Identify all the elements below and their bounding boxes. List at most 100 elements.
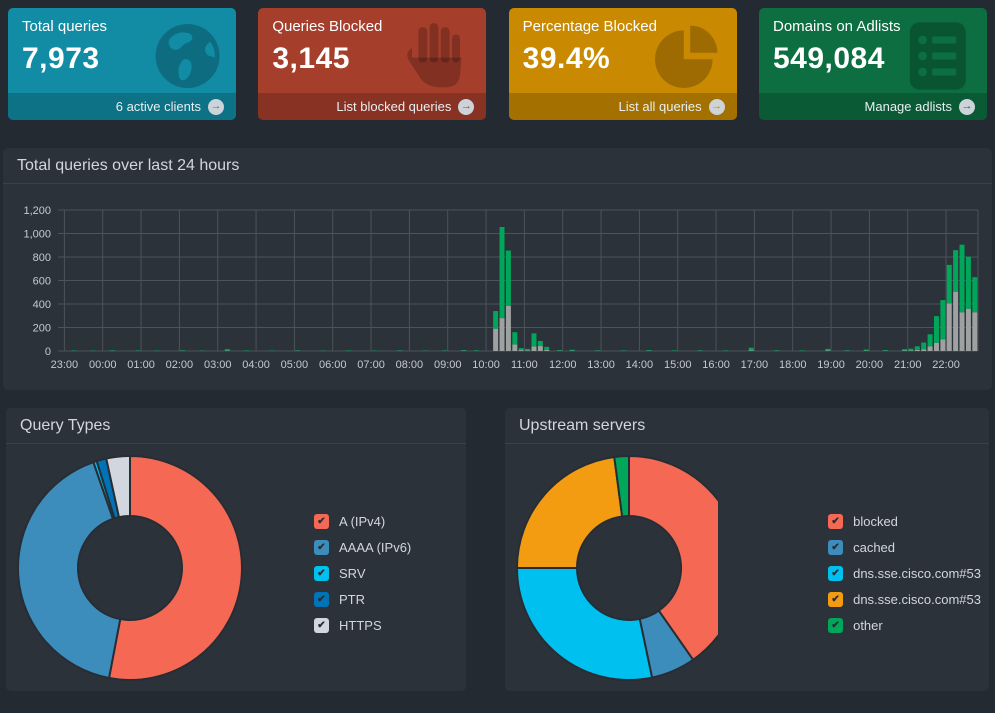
pie-chart-icon [654, 25, 718, 88]
legend-label: dns.sse.cisco.com#53 [853, 592, 981, 607]
svg-text:15:00: 15:00 [664, 359, 692, 371]
legend-item[interactable]: ✔ dns.sse.cisco.com#53 [828, 592, 981, 607]
card-body: Queries Blocked 3,145 [258, 8, 486, 76]
footer-label: List all queries [618, 99, 702, 114]
hand-icon [407, 23, 462, 88]
panel-title: Total queries over last 24 hours [3, 148, 992, 184]
svg-text:00:00: 00:00 [89, 359, 117, 371]
footer-label: 6 active clients [115, 99, 201, 114]
panel-title: Query Types [6, 408, 466, 444]
svg-text:12:00: 12:00 [549, 359, 577, 371]
query-types-donut-chart[interactable] [14, 452, 246, 684]
svg-text:22:00: 22:00 [932, 359, 960, 371]
legend-label: other [853, 618, 883, 633]
legend-item[interactable]: ✔ A (IPv4) [314, 514, 411, 529]
checkmark-icon[interactable]: ✔ [314, 566, 329, 581]
queries-over-time-panel: Total queries over last 24 hours 1,200 1,… [3, 148, 992, 390]
legend-item[interactable]: ✔ cached [828, 540, 981, 555]
checkmark-icon[interactable]: ✔ [828, 514, 844, 529]
card-total-queries: Total queries 7,973 6 active clients → [8, 8, 236, 120]
legend-label: dns.sse.cisco.com#53 [853, 566, 981, 581]
legend-item[interactable]: ✔ SRV [314, 566, 411, 581]
arrow-circle-right-icon: → [708, 98, 725, 115]
queries-over-time-chart[interactable]: 1,200 1,000 800 600 400 200 023:00 00:00 01:00 02… [12, 190, 983, 378]
svg-text:01:00: 01:00 [127, 359, 155, 371]
query-types-panel: Query Types ✔ A (IPv4) ✔ AAAA (IPv6) ✔ S… [6, 408, 466, 691]
svg-text:13:00: 13:00 [587, 359, 615, 371]
blocked-queries-link[interactable]: List blocked queries → [258, 93, 487, 120]
panel-body: ✔ blocked ✔ cached ✔ dns.sse.cisco.com#5… [505, 444, 989, 692]
svg-text:03:00: 03:00 [204, 359, 232, 371]
panel-body: 1,200 1,000 800 600 400 200 0 23:00 00:00 01:00 02… [3, 184, 992, 383]
legend-label: PTR [339, 592, 365, 607]
svg-text:1,200: 1,200 [23, 205, 51, 217]
card-title: Domains on Adlists [772, 18, 901, 35]
upstream-servers-donut-chart[interactable] [513, 452, 719, 684]
svg-text:1,000: 1,000 [23, 229, 51, 241]
checkmark-icon[interactable]: ✔ [314, 514, 329, 529]
svg-text:16:00: 16:00 [702, 359, 730, 371]
checkmark-icon[interactable]: ✔ [828, 592, 844, 607]
legend-label: cached [853, 540, 896, 555]
legend-item[interactable]: ✔ blocked [828, 514, 981, 529]
svg-text:21:00: 21:00 [894, 359, 922, 371]
checkmark-icon[interactable]: ✔ [314, 592, 329, 607]
active-clients-link[interactable]: 6 active clients → [8, 93, 236, 120]
svg-text:200: 200 [33, 323, 51, 335]
svg-text:23:00: 23:00 [51, 359, 79, 371]
checkmark-icon[interactable]: ✔ [828, 540, 844, 555]
checkmark-icon[interactable]: ✔ [314, 540, 329, 555]
svg-text:09:00: 09:00 [434, 359, 462, 371]
card-body: Total queries 7,973 [8, 8, 236, 76]
query-types-legend: ✔ A (IPv4) ✔ AAAA (IPv6) ✔ SRV ✔ PTR ✔ H… [314, 514, 411, 684]
svg-text:08:00: 08:00 [396, 359, 424, 371]
footer-label: List blocked queries [336, 99, 452, 114]
card-value: 39.4% [522, 42, 611, 75]
svg-text:11:00: 11:00 [511, 359, 538, 371]
upstream-servers-legend: ✔ blocked ✔ cached ✔ dns.sse.cisco.com#5… [828, 514, 981, 684]
card-value: 3,145 [272, 42, 350, 75]
card-percentage-blocked: Percentage Blocked 39.4% List all querie… [508, 8, 737, 120]
card-value: 549,084 [772, 42, 885, 75]
upstream-servers-panel: Upstream servers ✔ blocked ✔ cached ✔ dn… [505, 408, 989, 691]
bottom-panels-row: Query Types ✔ A (IPv4) ✔ AAAA (IPv6) ✔ S… [3, 408, 992, 691]
svg-text:600: 600 [33, 276, 51, 288]
checkmark-icon[interactable]: ✔ [828, 618, 844, 633]
card-title: Percentage Blocked [522, 18, 657, 35]
legend-item[interactable]: ✔ other [828, 618, 981, 633]
svg-text:19:00: 19:00 [817, 359, 845, 371]
legend-label: A (IPv4) [339, 514, 386, 529]
svg-text:14:00: 14:00 [626, 359, 654, 371]
legend-item[interactable]: ✔ AAAA (IPv6) [314, 540, 411, 555]
svg-text:06:00: 06:00 [319, 359, 347, 371]
svg-text:800: 800 [33, 252, 51, 264]
arrow-circle-right-icon: → [458, 98, 475, 115]
svg-text:10:00: 10:00 [472, 359, 500, 371]
svg-text:02:00: 02:00 [166, 359, 194, 371]
legend-item[interactable]: ✔ dns.sse.cisco.com#53 [828, 566, 981, 581]
card-body: Percentage Blocked 39.4% [509, 8, 737, 76]
legend-item[interactable]: ✔ PTR [314, 592, 411, 607]
svg-text:400: 400 [33, 299, 51, 311]
card-value: 7,973 [22, 42, 100, 75]
svg-text:18:00: 18:00 [779, 359, 807, 371]
card-domains-adlists: Domains on Adlists 549,084 Manage adlist… [758, 8, 987, 120]
manage-adlists-link[interactable]: Manage adlists → [758, 93, 987, 120]
legend-label: SRV [339, 566, 366, 581]
legend-item[interactable]: ✔ HTTPS [314, 618, 411, 633]
all-queries-link[interactable]: List all queries → [508, 93, 737, 120]
checkmark-icon[interactable]: ✔ [828, 566, 844, 581]
card-title: Total queries [22, 18, 108, 35]
svg-text:05:00: 05:00 [281, 359, 309, 371]
globe-icon [155, 24, 220, 88]
stat-cards-row: Total queries 7,973 6 active clients → Q… [0, 0, 995, 120]
card-body: Domains on Adlists 549,084 [759, 8, 987, 76]
legend-label: HTTPS [339, 618, 382, 633]
checkmark-icon[interactable]: ✔ [314, 618, 329, 633]
card-title: Queries Blocked [272, 18, 383, 35]
svg-text:17:00: 17:00 [741, 359, 769, 371]
card-queries-blocked: Queries Blocked 3,145 List blocked queri… [258, 8, 487, 120]
legend-label: blocked [853, 514, 898, 529]
arrow-circle-right-icon: → [208, 98, 224, 115]
panel-title: Upstream servers [505, 408, 989, 444]
